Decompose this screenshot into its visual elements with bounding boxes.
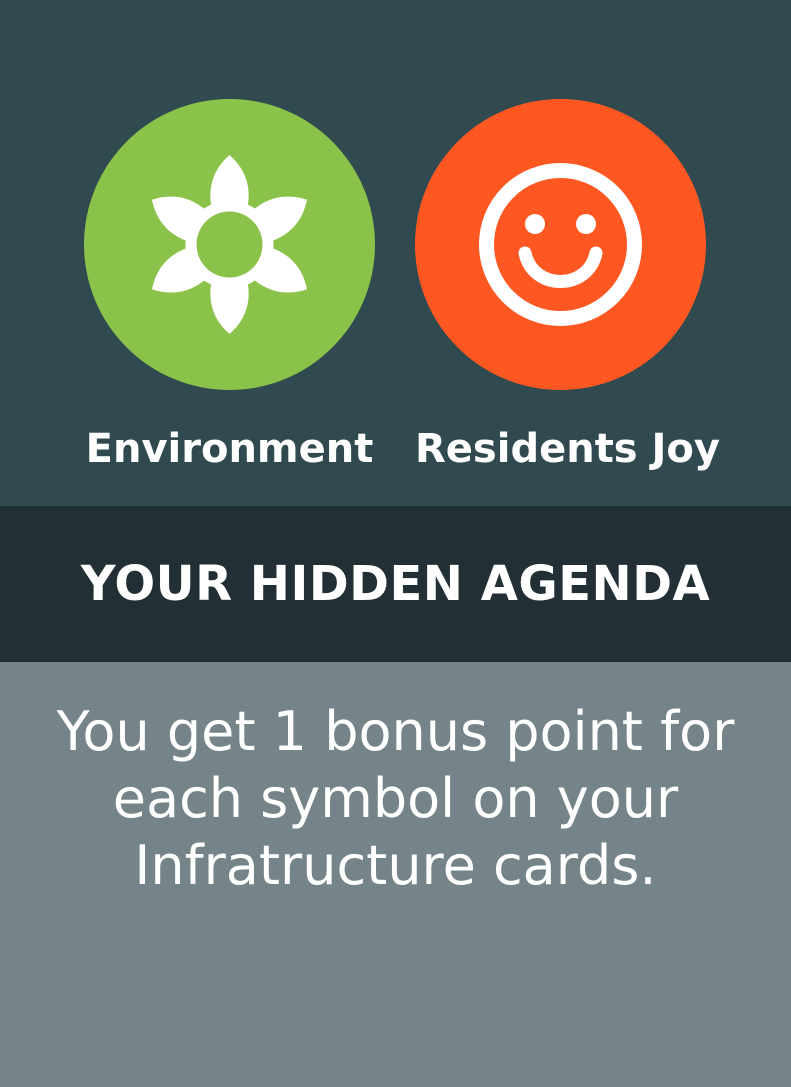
environment-symbol bbox=[84, 99, 375, 390]
flower-center bbox=[196, 211, 263, 278]
smiley-outline bbox=[479, 163, 642, 326]
symbols-panel: Environment Residents Joy bbox=[0, 0, 791, 506]
residents-joy-label: Residents Joy bbox=[415, 426, 720, 472]
smiley-left-eye bbox=[525, 214, 545, 234]
smiley-face-icon bbox=[415, 99, 706, 390]
flower-icon bbox=[84, 99, 375, 390]
environment-label: Environment bbox=[85, 426, 374, 472]
smiley-right-eye bbox=[576, 214, 596, 234]
agenda-title-band: YOUR HIDDEN AGENDA bbox=[0, 506, 791, 662]
agenda-description: You get 1 bonus point for each symbol on… bbox=[56, 700, 735, 897]
joy-circle bbox=[415, 99, 706, 390]
agenda-description-panel: You get 1 bonus point for each symbol on… bbox=[0, 662, 791, 1087]
agenda-title: YOUR HIDDEN AGENDA bbox=[80, 556, 711, 612]
residents-joy-symbol bbox=[415, 99, 706, 390]
smiley-mouth bbox=[518, 246, 603, 288]
